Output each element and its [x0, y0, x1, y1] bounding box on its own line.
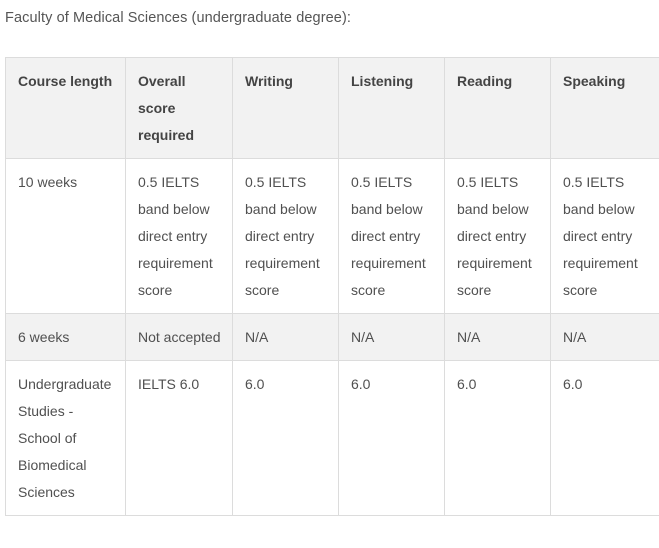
cell-speaking: N/A — [550, 313, 659, 361]
header-speaking: Speaking — [550, 57, 659, 159]
cell-overall: 0.5 IELTS band below direct entry requir… — [125, 158, 233, 314]
table-row: Undergraduate Studies - School of Biomed… — [5, 360, 659, 516]
header-listening: Listening — [338, 57, 445, 159]
cell-overall: Not accepted — [125, 313, 233, 361]
cell-listening: 0.5 IELTS band below direct entry requir… — [338, 158, 445, 314]
header-course-length: Course length — [5, 57, 126, 159]
cell-speaking: 0.5 IELTS band below direct entry requir… — [550, 158, 659, 314]
cell-course-length: Undergraduate Studies - School of Biomed… — [5, 360, 126, 516]
cell-reading: 0.5 IELTS band below direct entry requir… — [444, 158, 551, 314]
cell-reading: 6.0 — [444, 360, 551, 516]
table-caption: Faculty of Medical Sciences (undergradua… — [5, 10, 352, 26]
cell-listening: 6.0 — [338, 360, 445, 516]
cell-speaking: 6.0 — [550, 360, 659, 516]
cell-reading: N/A — [444, 313, 551, 361]
header-reading: Reading — [444, 57, 551, 159]
header-overall-score: Overall score required — [125, 57, 233, 159]
cell-course-length: 10 weeks — [5, 158, 126, 314]
table-header-row: Course length Overall score required Wri… — [5, 57, 659, 159]
cell-writing: 0.5 IELTS band below direct entry requir… — [232, 158, 339, 314]
cell-listening: N/A — [338, 313, 445, 361]
cell-overall: IELTS 6.0 — [125, 360, 233, 516]
table-row: 6 weeks Not accepted N/A N/A N/A N/A — [5, 313, 659, 361]
header-writing: Writing — [232, 57, 339, 159]
cell-course-length: 6 weeks — [5, 313, 126, 361]
cell-writing: 6.0 — [232, 360, 339, 516]
table-row: 10 weeks 0.5 IELTS band below direct ent… — [5, 158, 659, 314]
ielts-requirements-table: Course length Overall score required Wri… — [5, 57, 659, 516]
cell-writing: N/A — [232, 313, 339, 361]
